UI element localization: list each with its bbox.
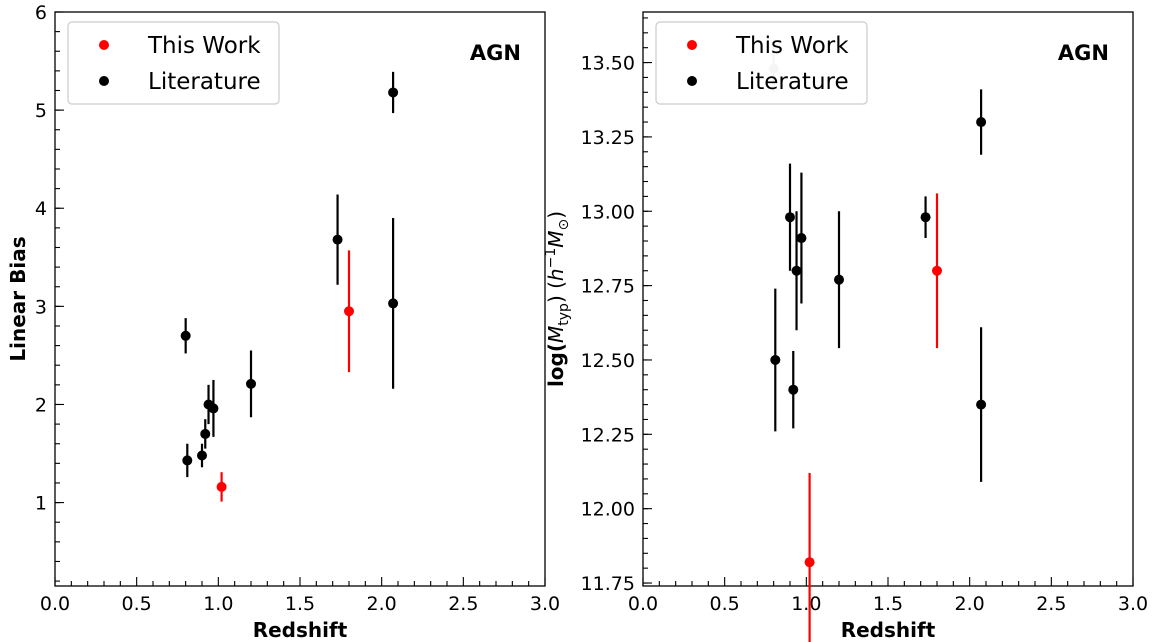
y-tick-label: 11.75 — [581, 573, 635, 595]
y-tick-label: 2 — [35, 394, 47, 416]
literature-point — [388, 298, 399, 309]
y-tick-label: 12.00 — [581, 499, 635, 521]
literature-point — [920, 212, 931, 223]
y-axis-label: Linear Bias — [6, 236, 30, 361]
legend-marker — [99, 40, 109, 50]
literature-point — [976, 399, 987, 410]
y-axis-label: log(Mtyp) (h−1M⊙) — [543, 211, 572, 387]
literature-point — [208, 403, 219, 414]
y-label-part: −1 — [543, 248, 559, 269]
y-label-part: typ — [556, 303, 572, 326]
y-tick-label: 12.50 — [581, 350, 635, 372]
x-tick-label: 0.5 — [122, 593, 152, 615]
y-label-part: M — [544, 230, 568, 247]
x-axis-label: Redshift — [841, 618, 936, 642]
this-work-point — [344, 306, 354, 317]
literature-point — [770, 354, 781, 365]
literature-point — [976, 117, 987, 128]
legend-marker — [99, 76, 109, 86]
y-label-part: h — [544, 268, 568, 281]
literature-point — [182, 455, 193, 466]
y-label-part: ) — [544, 211, 568, 219]
y-tick-label: 3 — [35, 296, 47, 318]
literature-point — [796, 233, 807, 244]
legend-marker — [687, 76, 697, 86]
literature-point — [788, 384, 799, 395]
panel-halo-mass: 0.0 0.5 1.0 1.5 2.0 2.5 3.0 11.75 12.00 12.25 12.5… — [543, 11, 1148, 642]
literature-point — [246, 378, 256, 389]
x-tick-label: 3.0 — [530, 593, 560, 615]
y-tick-label: 12.75 — [581, 276, 635, 298]
x-tick-label: 2.5 — [448, 593, 478, 615]
y-label-part: log( — [544, 343, 568, 387]
y-label-part: M — [544, 326, 568, 343]
x-tick-label: 1.5 — [285, 593, 315, 615]
x-tick-label: 2.0 — [955, 593, 985, 615]
this-work-point — [804, 557, 815, 568]
x-tick-label: 0.0 — [40, 593, 70, 615]
y-tick-label: 5 — [35, 100, 47, 122]
literature-point — [791, 265, 802, 276]
x-axis-label: Redshift — [253, 618, 348, 642]
legend-label: Literature — [736, 69, 849, 95]
literature-point — [200, 428, 211, 439]
this-work-point — [216, 481, 227, 492]
legend-label: This Work — [735, 33, 849, 59]
x-tick-label: 2.5 — [1036, 593, 1066, 615]
legend-label: This Work — [147, 33, 261, 59]
legend-box — [67, 21, 280, 105]
literature-point — [388, 87, 399, 98]
legend-box — [655, 21, 868, 105]
annotation-agn: AGN — [470, 41, 521, 65]
legend-marker — [687, 40, 697, 50]
annotation-agn: AGN — [1058, 41, 1109, 65]
x-tick-label: 1.5 — [873, 593, 903, 615]
x-tick-label: 1.0 — [791, 593, 821, 615]
x-tick-label: 2.0 — [367, 593, 397, 615]
panel-linear-bias: 0.0 0.5 1.0 1.5 2.0 2.5 3.0 1 2 3 4 5 6 Redshift Linea… — [6, 2, 560, 642]
y-tick-label: 13.25 — [581, 127, 635, 149]
literature-point — [785, 212, 795, 223]
y-tick-label: 4 — [35, 198, 47, 220]
y-tick-label: 13.50 — [581, 53, 635, 75]
x-tick-label: 0.0 — [628, 593, 658, 615]
x-tick-label: 0.5 — [710, 593, 740, 615]
literature-point — [834, 274, 844, 285]
literature-point — [180, 330, 191, 341]
legend-label: Literature — [148, 69, 261, 95]
y-tick-label: 1 — [35, 493, 47, 515]
y-label-part: ) ( — [544, 281, 568, 303]
y-tick-label: 12.25 — [581, 424, 635, 446]
x-tick-label: 3.0 — [1118, 593, 1148, 615]
y-tick-label: 13.00 — [581, 201, 635, 223]
x-tick-label: 1.0 — [203, 593, 233, 615]
literature-point — [197, 450, 207, 461]
y-tick-label: 6 — [35, 2, 47, 24]
literature-point — [332, 234, 343, 245]
y-label-part: ⊙ — [556, 219, 572, 231]
this-work-point — [932, 265, 942, 276]
